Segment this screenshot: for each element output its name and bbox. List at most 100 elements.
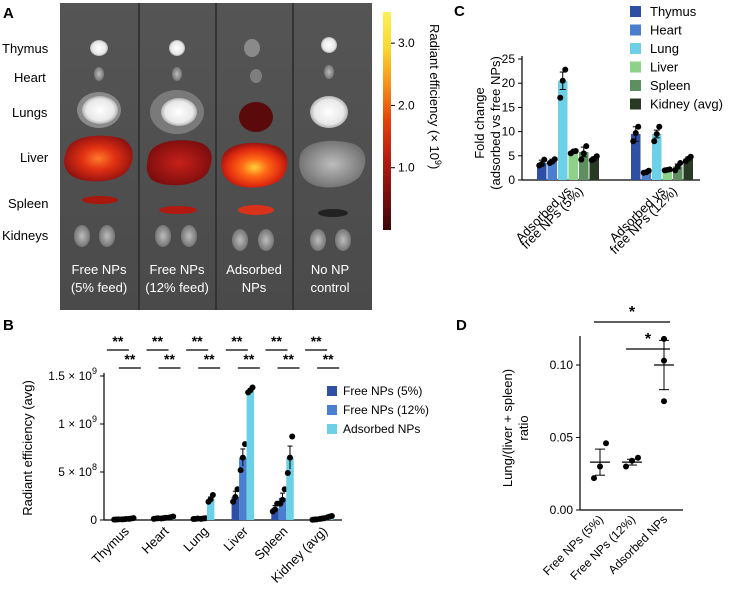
data-point — [232, 493, 239, 500]
data-point — [661, 357, 667, 364]
colorbar-tick-label: 2.0 — [398, 98, 415, 112]
data-point — [230, 498, 237, 505]
legend-label: Free NPs (5%) — [343, 384, 422, 398]
ivis-image: Free NPs (5% feed) Free NPs (12% feed) A… — [60, 3, 372, 310]
organ-label-heart: Heart — [14, 70, 46, 85]
liver-organ — [221, 142, 288, 188]
bar — [673, 166, 683, 180]
bar — [662, 169, 672, 180]
legend-swatch — [630, 24, 641, 36]
bar — [568, 151, 578, 180]
significance-marker: ** — [204, 351, 215, 367]
y-tick-label: 0.00 — [550, 503, 574, 517]
legend-swatch — [630, 61, 641, 73]
significance-marker: ** — [192, 333, 203, 349]
lungs-organ — [82, 96, 118, 124]
legend-swatch — [630, 6, 641, 17]
data-point — [623, 463, 629, 470]
significance-marker: ** — [231, 333, 242, 349]
liver-organ — [146, 140, 212, 186]
y-tick-label: 1.5 × 109 — [48, 366, 97, 383]
panel-d-label: D — [456, 317, 467, 334]
panel-b-label: B — [3, 317, 14, 334]
heart-organ — [172, 67, 182, 81]
data-point — [635, 454, 641, 461]
group-label-free-5-line2: (5% feed) — [71, 280, 127, 295]
kidney-organ — [74, 225, 90, 247]
group-label-free-5-line1: Free NPs — [72, 262, 127, 277]
legend-swatch — [630, 80, 641, 91]
y-tick-mantissa: 5 × 10 — [58, 465, 92, 479]
legend-label: Free NPs (12%) — [343, 403, 429, 417]
y-tick-label: 0.05 — [550, 431, 574, 445]
data-point — [170, 513, 177, 520]
bar — [206, 498, 215, 520]
data-point — [645, 167, 652, 174]
legend-label: Heart — [650, 23, 682, 38]
data-point — [209, 492, 216, 499]
legend-label: Lung — [650, 41, 679, 56]
significance-marker: * — [645, 331, 652, 348]
organ-label-spleen: Spleen — [8, 196, 48, 211]
group-label-free-12-line2: (12% feed) — [145, 280, 209, 295]
data-point — [237, 467, 244, 474]
bar — [558, 80, 568, 180]
y-tick-mantissa: 1.5 × 10 — [48, 369, 92, 383]
group-label-control-line2: control — [310, 280, 349, 295]
panel-a-label: A — [3, 5, 14, 22]
data-point — [661, 335, 667, 342]
data-point — [289, 433, 296, 440]
significance-marker: ** — [323, 351, 334, 367]
colorbar-label-text: Radiant efficiency (× 10 — [427, 24, 442, 160]
thymus-organ — [90, 40, 108, 56]
heart-organ — [324, 65, 334, 79]
organ-label-thymus: Thymus — [2, 41, 49, 56]
thymus-organ — [321, 37, 337, 53]
y-tick-label: 1 × 109 — [58, 414, 97, 431]
significance-marker: ** — [311, 333, 322, 349]
legend-swatch — [630, 98, 641, 110]
y-tick-label: 0.10 — [550, 358, 574, 372]
x-tick-label: Liver — [220, 523, 251, 554]
kidney-organ — [99, 225, 115, 247]
bar — [641, 171, 651, 180]
data-point — [328, 512, 335, 519]
spleen-organ — [238, 205, 274, 215]
y-axis-label-line2: ratio — [516, 415, 531, 440]
bar — [547, 160, 557, 180]
data-point — [541, 156, 548, 163]
data-point — [202, 515, 209, 522]
data-point — [562, 66, 569, 73]
legend-swatch — [327, 424, 337, 434]
colorbar-tick-label: 3.0 — [398, 36, 415, 50]
liver-organ — [64, 135, 133, 182]
legend-swatch — [327, 405, 337, 415]
bar — [631, 134, 641, 180]
significance-marker: ** — [152, 333, 163, 349]
organs-free-12 — [146, 40, 212, 247]
significance-marker: ** — [283, 351, 294, 367]
x-tick-label-line2: free NPs (12%) — [607, 184, 680, 257]
kidney-organ — [232, 229, 248, 251]
significance-marker: ** — [164, 351, 175, 367]
y-tick-label: 10 — [502, 125, 516, 139]
group-label-adsorbed-line1: Adsorbed — [226, 262, 282, 277]
y-tick-label: 5 × 108 — [58, 462, 97, 479]
bar — [278, 497, 287, 520]
data-point — [635, 123, 642, 130]
liver-organ — [299, 140, 366, 188]
bar — [579, 151, 589, 180]
data-point — [630, 138, 637, 145]
organ-label-kidneys: Kidneys — [2, 228, 49, 243]
lungs-organ — [161, 98, 197, 126]
lungs-organ — [310, 96, 348, 128]
data-point — [591, 475, 597, 482]
y-tick-label: 20 — [502, 76, 516, 90]
data-point — [653, 131, 660, 138]
legend-swatch — [630, 43, 641, 54]
data-point — [651, 138, 658, 145]
heart-organ — [250, 69, 262, 83]
data-point — [603, 440, 609, 447]
